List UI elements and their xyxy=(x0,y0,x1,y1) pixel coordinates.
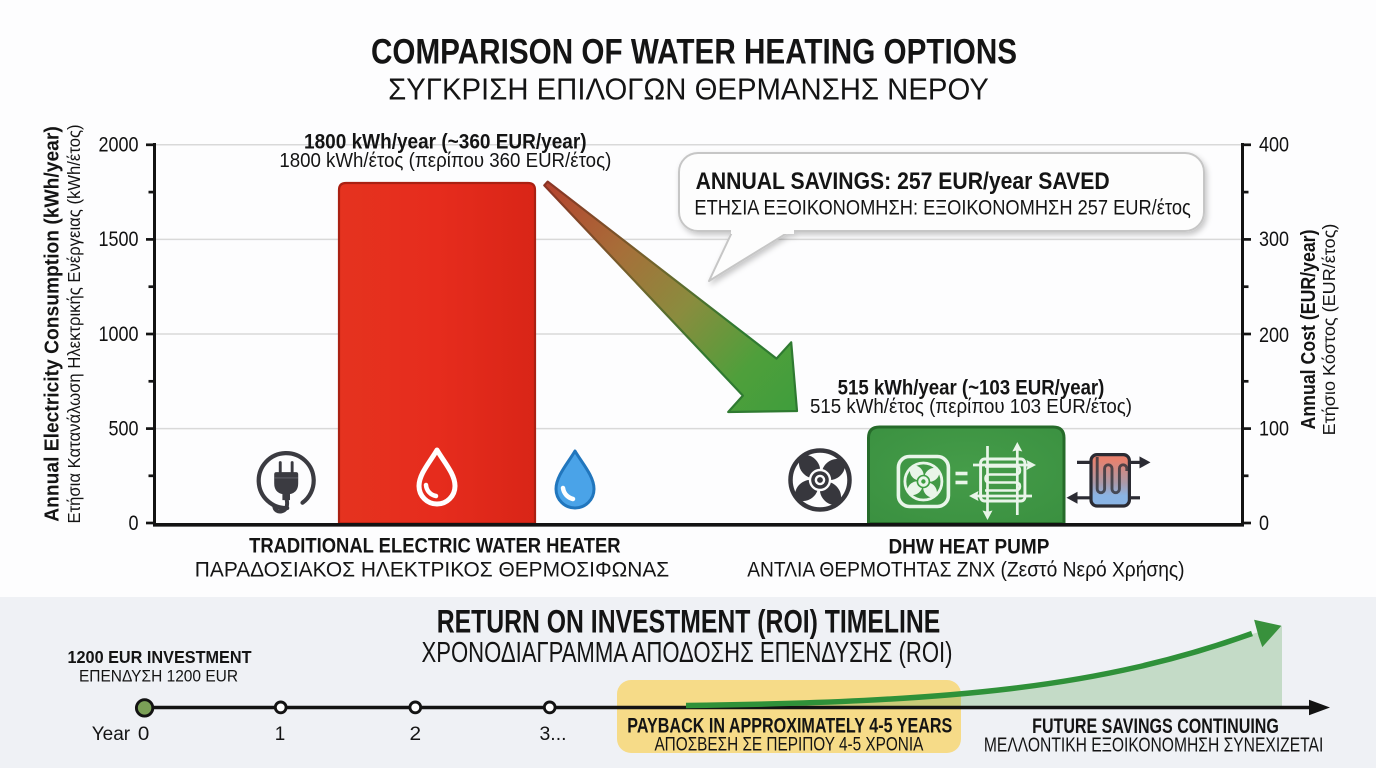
svg-text:1000: 1000 xyxy=(98,323,138,347)
svg-text:PAYBACK IN APPROXIMATELY 4-5 Y: PAYBACK IN APPROXIMATELY 4-5 YEARS xyxy=(627,714,952,738)
svg-text:ΑΠΟΣΒΕΣΗ ΣΕ ΠΕΡΙΠΟΥ 4-5 ΧΡΟΝΙΑ: ΑΠΟΣΒΕΣΗ ΣΕ ΠΕΡΙΠΟΥ 4-5 ΧΡΟΝΙΑ xyxy=(654,733,923,755)
svg-text:ΣΥΓΚΡΙΣΗ ΕΠΙΛΟΓΩΝ ΘΕΡΜΑΝΣΗΣ ΝΕ: ΣΥΓΚΡΙΣΗ ΕΠΙΛΟΓΩΝ ΘΕΡΜΑΝΣΗΣ ΝΕΡΟΥ xyxy=(388,73,989,107)
svg-text:0: 0 xyxy=(1259,512,1269,536)
svg-text:200: 200 xyxy=(1259,324,1289,348)
svg-text:Annual Cost (EUR/year): Annual Cost (EUR/year) xyxy=(1298,230,1320,430)
svg-text:TRADITIONAL ELECTRIC WATER HEA: TRADITIONAL ELECTRIC WATER HEATER xyxy=(249,534,621,558)
svg-text:515 kWh/year (~103 EUR/year): 515 kWh/year (~103 EUR/year) xyxy=(838,376,1105,399)
svg-text:Year: Year xyxy=(92,724,131,745)
svg-text:Ετήσιο Κόστος (EUR/έτος): Ετήσιο Κόστος (EUR/έτος) xyxy=(1319,224,1339,436)
svg-text:500: 500 xyxy=(108,417,138,441)
svg-text:400: 400 xyxy=(1259,133,1289,157)
svg-text:ΕΤΗΣΙΑ ΕΞΟΙΚΟΝΟΜΗΣΗ: ΕΞΟΙΚΟΝΟΜ: ΕΤΗΣΙΑ ΕΞΟΙΚΟΝΟΜΗΣΗ: ΕΞΟΙΚΟΝΟΜΗΣΗ 257 EU… xyxy=(694,196,1190,220)
svg-text:ΠΑΡΑΔΟΣΙΑΚΟΣ ΗΛΕΚΤΡΙΚΟΣ ΘΕΡΜΟΣ: ΠΑΡΑΔΟΣΙΑΚΟΣ ΗΛΕΚΤΡΙΚΟΣ ΘΕΡΜΟΣΙΦΩΝΑΣ xyxy=(195,558,669,581)
svg-text:RETURN ON INVESTMENT (ROI) TIM: RETURN ON INVESTMENT (ROI) TIMELINE xyxy=(437,605,941,641)
svg-text:0: 0 xyxy=(138,724,149,745)
svg-text:1500: 1500 xyxy=(98,228,138,252)
svg-text:2000: 2000 xyxy=(98,133,138,157)
svg-text:1: 1 xyxy=(275,724,285,745)
svg-text:1800 kWh/έτος (περίπου 360 EUR: 1800 kWh/έτος (περίπου 360 EUR/έτος) xyxy=(279,149,611,172)
svg-text:ΧΡΟΝΟΔΙΑΓΡΑΜΜΑ ΑΠΟΔΟΣΗΣ ΕΠΕΝΔΥ: ΧΡΟΝΟΔΙΑΓΡΑΜΜΑ ΑΠΟΔΟΣΗΣ ΕΠΕΝΔΥΣΗΣ (ROI) xyxy=(422,637,953,668)
svg-text:Annual Electricity Consumption: Annual Electricity Consumption (kWh/year… xyxy=(41,126,64,522)
svg-text:FUTURE SAVINGS CONTINUING: FUTURE SAVINGS CONTINUING xyxy=(1032,714,1279,738)
svg-text:1800 kWh/year (~360 EUR/year): 1800 kWh/year (~360 EUR/year) xyxy=(304,130,587,153)
svg-text:100: 100 xyxy=(1259,417,1289,441)
svg-text:ΜΕΛΛΟΝΤΙΚΗ ΕΞΟΙΚΟΝΟΜΗΣΗ ΣΥΝΕΧΙ: ΜΕΛΛΟΝΤΙΚΗ ΕΞΟΙΚΟΝΟΜΗΣΗ ΣΥΝΕΧΙΖΕΤΑΙ xyxy=(984,734,1323,756)
svg-text:0: 0 xyxy=(128,512,138,536)
svg-text:ΑΝΤΛΙΑ ΘΕΡΜΟΤΗΤΑΣ ΖΝΧ (Ζεστό Ν: ΑΝΤΛΙΑ ΘΕΡΜΟΤΗΤΑΣ ΖΝΧ (Ζεστό Νερό Χρήσης… xyxy=(747,559,1184,582)
svg-text:1200 EUR INVESTMENT: 1200 EUR INVESTMENT xyxy=(67,647,252,667)
svg-text:DHW HEAT PUMP: DHW HEAT PUMP xyxy=(888,535,1049,558)
svg-text:Ετήσια Κατανάλωση Ηλεκτρικής Ε: Ετήσια Κατανάλωση Ηλεκτρικής Ενέργειας (… xyxy=(65,124,84,523)
svg-text:515 kWh/έτος (περίπου 103 EUR/: 515 kWh/έτος (περίπου 103 EUR/έτος) xyxy=(810,395,1132,418)
svg-text:ANNUAL SAVINGS: 257 EUR/year S: ANNUAL SAVINGS: 257 EUR/year SAVED xyxy=(696,168,1110,195)
svg-text:300: 300 xyxy=(1259,228,1289,252)
svg-text:COMPARISON OF WATER HEATING OP: COMPARISON OF WATER HEATING OPTIONS xyxy=(371,32,1017,71)
svg-text:3...: 3... xyxy=(539,724,566,745)
svg-text:2: 2 xyxy=(410,724,422,745)
svg-text:ΕΠΕΝΔΥΣΗ 1200 EUR: ΕΠΕΝΔΥΣΗ 1200 EUR xyxy=(79,668,238,686)
